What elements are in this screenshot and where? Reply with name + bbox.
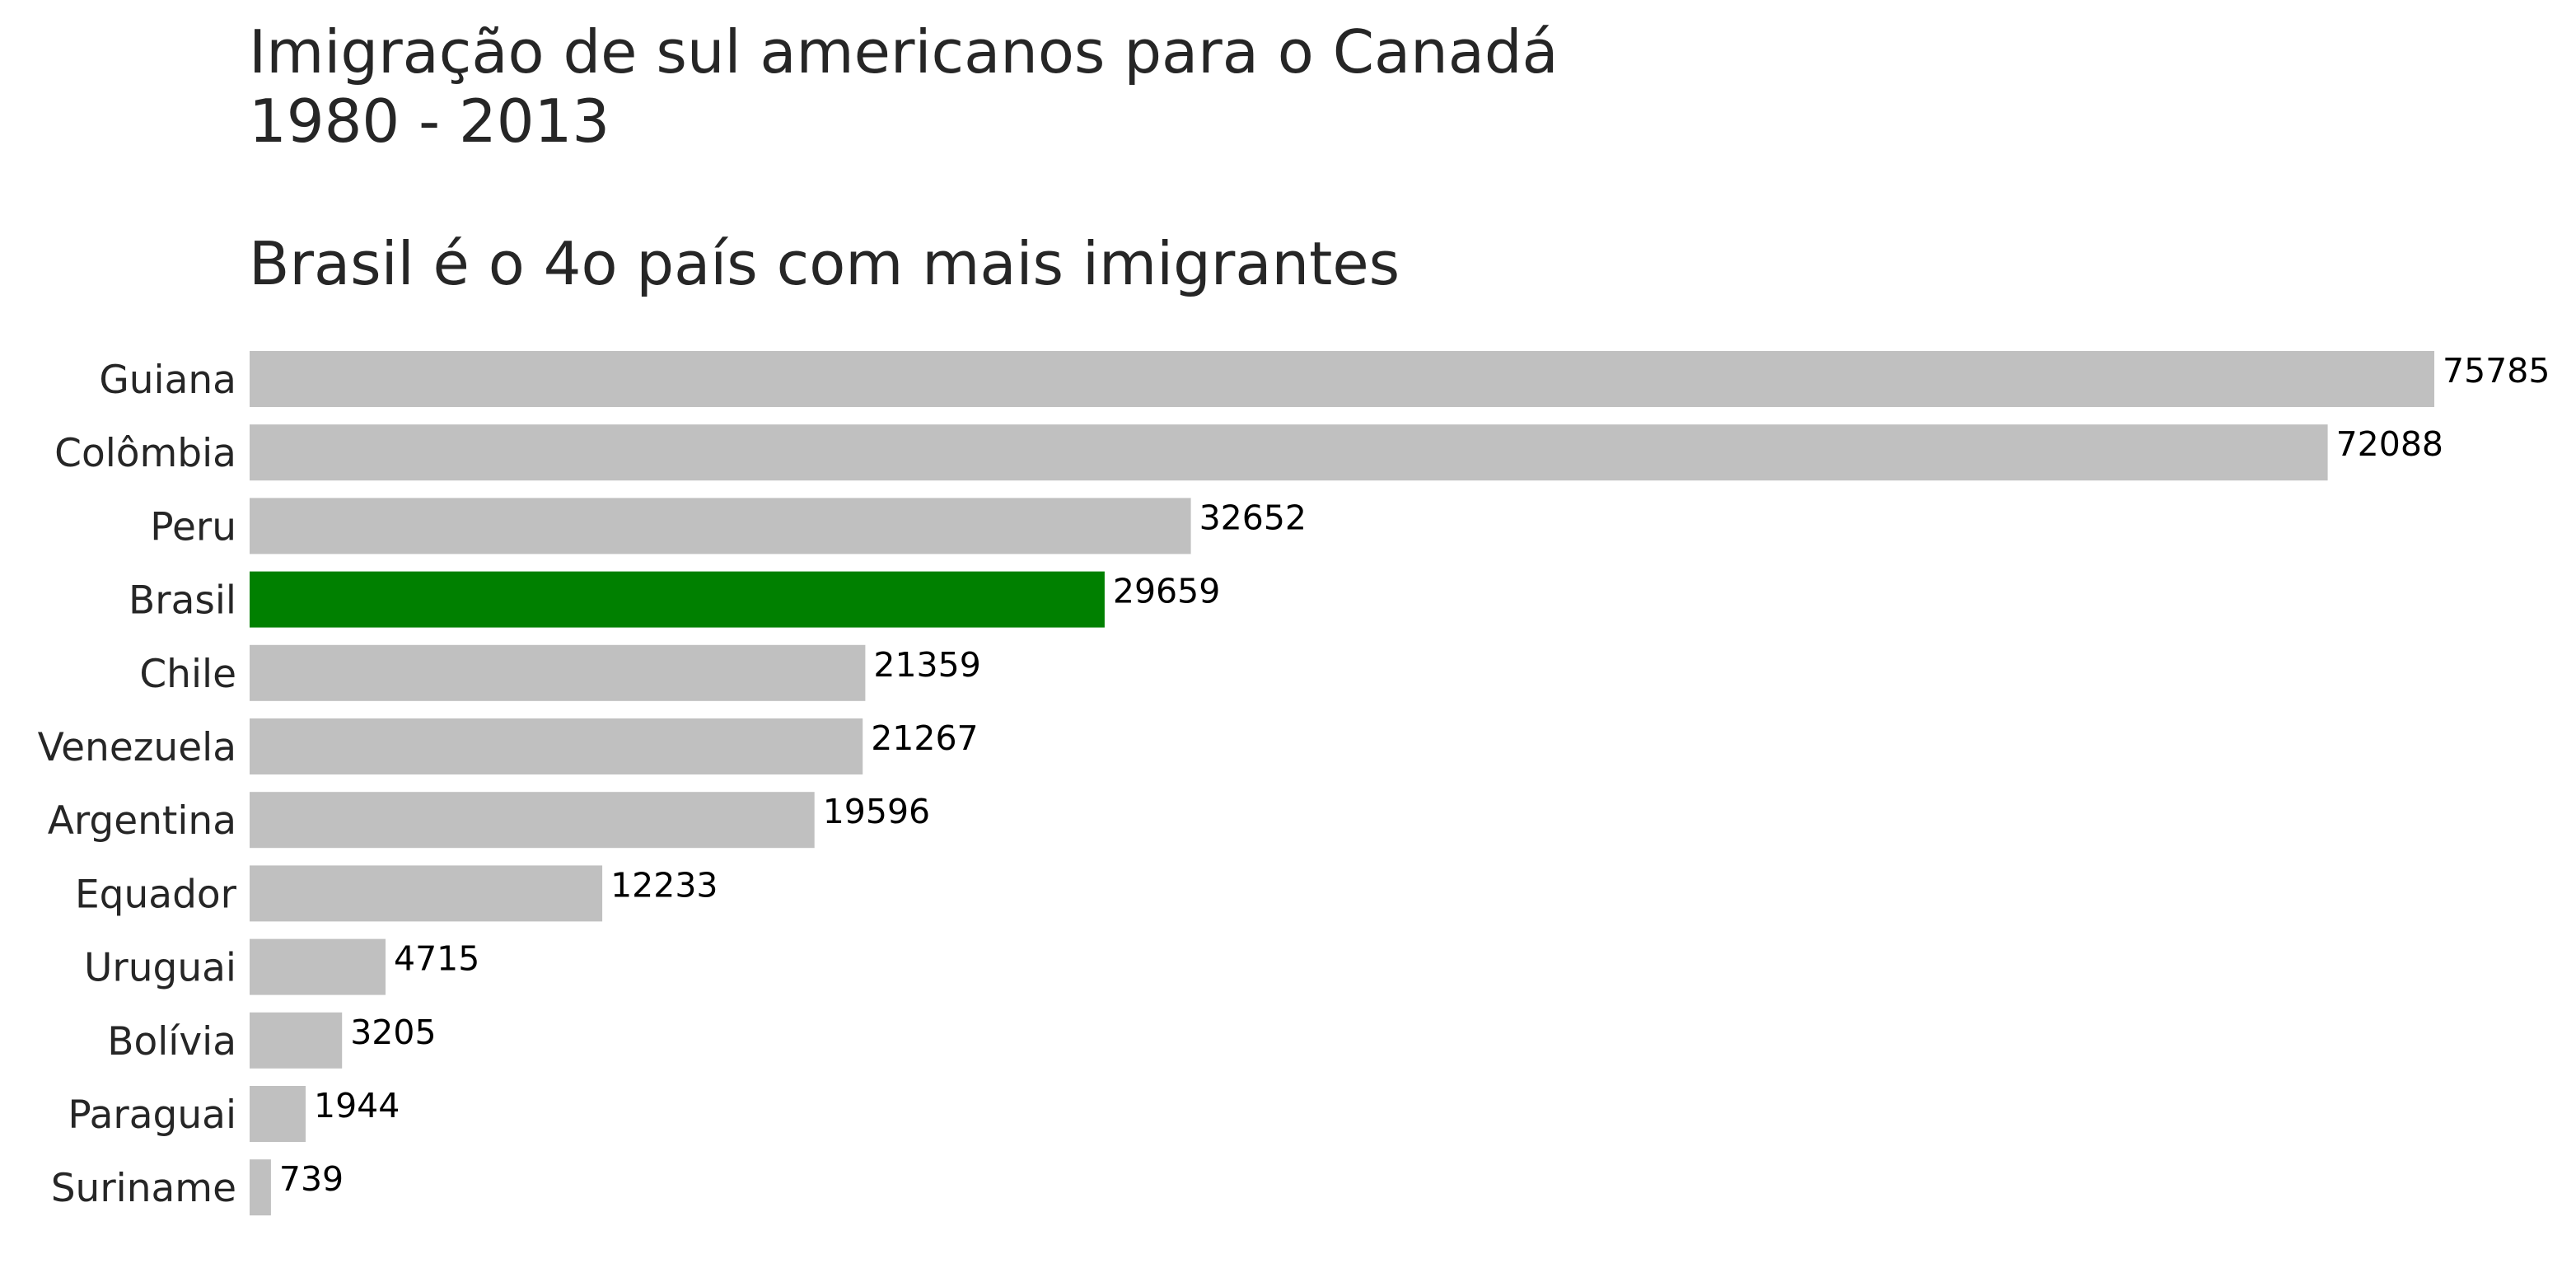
category-label-uruguai: Uruguai — [84, 946, 236, 991]
bar-equador — [250, 865, 603, 922]
chart-title-line-2: 1980 - 2013 — [249, 87, 610, 156]
bars-group — [250, 351, 2434, 1216]
category-label-peru: Peru — [150, 504, 236, 550]
value-label-equador: 12233 — [610, 865, 718, 905]
value-label-chile: 21359 — [873, 645, 980, 685]
category-label-paraguai: Paraguai — [68, 1093, 236, 1138]
bar-guiana — [250, 351, 2434, 407]
bar-chile — [250, 644, 866, 701]
category-label-brasil: Brasil — [129, 578, 236, 624]
bar-venezuela — [250, 718, 863, 774]
value-label-guiana: 75785 — [2443, 351, 2550, 391]
bar-bolivia — [250, 1012, 343, 1069]
value-label-peru: 32652 — [1199, 498, 1307, 537]
category-label-argentina: Argentina — [48, 798, 236, 844]
value-label-bolivia: 3205 — [350, 1013, 436, 1052]
value-label-uruguai: 4715 — [394, 939, 479, 979]
chart-subtitle: Brasil é o 4o país com mais imigrantes — [249, 229, 1400, 298]
chart-title-line-1: Imigração de sul americanos para o Canad… — [249, 17, 1559, 87]
value-label-suriname: 739 — [279, 1159, 344, 1199]
category-label-guiana: Guiana — [99, 358, 236, 403]
category-label-colombia: Colômbia — [54, 431, 236, 476]
bar-colombia — [250, 424, 2328, 481]
bar-paraguai — [250, 1086, 306, 1142]
bar-argentina — [250, 792, 815, 849]
value-label-colombia: 72088 — [2336, 424, 2443, 464]
bar-peru — [250, 498, 1191, 554]
category-labels-group: Guiana Colômbia Peru Brasil Chile Venezuela Ar… — [38, 358, 237, 1211]
category-label-bolivia: Bolívia — [107, 1019, 236, 1064]
bar-brasil — [250, 571, 1105, 628]
category-label-suriname: Suriname — [51, 1166, 236, 1211]
category-label-equador: Equador — [75, 872, 237, 917]
category-label-venezuela: Venezuela — [38, 725, 236, 770]
value-label-brasil: 29659 — [1113, 572, 1220, 611]
value-label-argentina: 19596 — [823, 792, 930, 831]
category-label-chile: Chile — [139, 652, 236, 697]
value-label-paraguai: 1944 — [314, 1086, 400, 1125]
value-label-venezuela: 21267 — [871, 718, 978, 758]
bar-uruguai — [250, 938, 386, 995]
bar-suriname — [250, 1159, 271, 1216]
